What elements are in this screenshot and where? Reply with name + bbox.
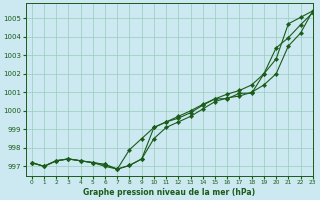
X-axis label: Graphe pression niveau de la mer (hPa): Graphe pression niveau de la mer (hPa): [83, 188, 255, 197]
